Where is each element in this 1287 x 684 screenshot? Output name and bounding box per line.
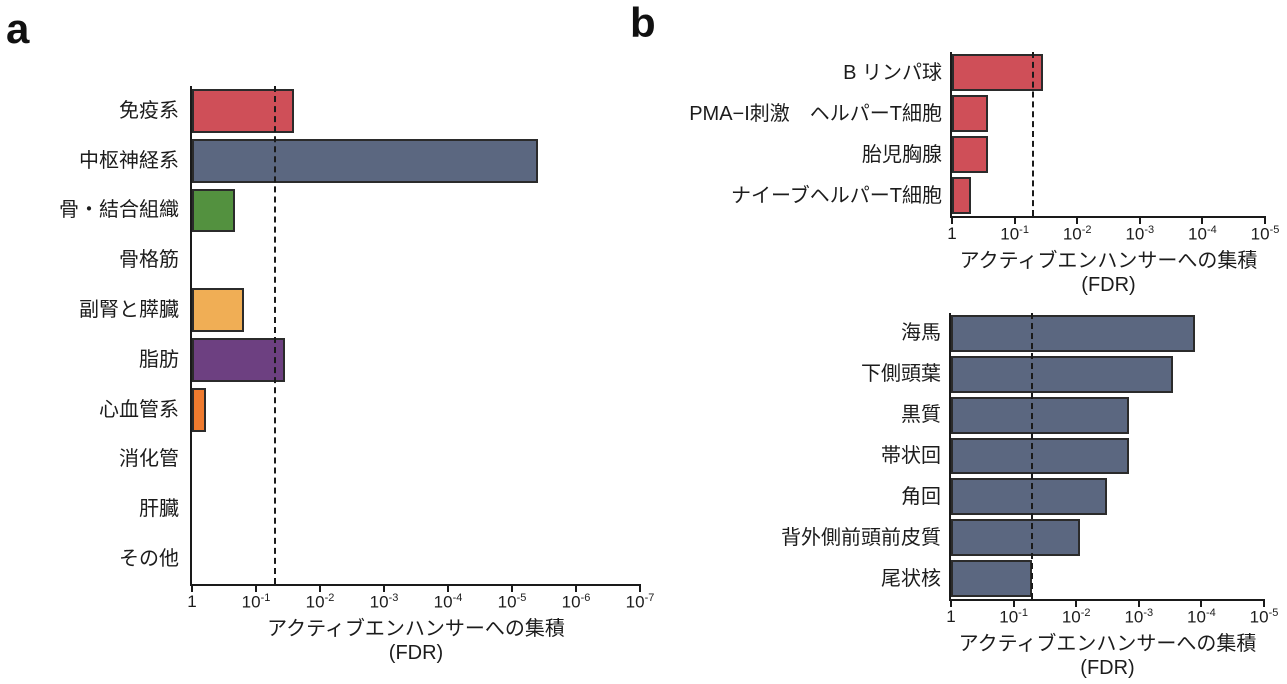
category-label: 胎児胸腺 xyxy=(862,143,942,166)
x-axis-title-line1: アクティブエンハンサーへの集積 xyxy=(958,633,1257,655)
bar-5 xyxy=(192,338,285,382)
category-label: 帯状回 xyxy=(881,444,941,467)
x-axis-tick xyxy=(255,584,257,592)
bar-4 xyxy=(951,478,1107,516)
category-label: B リンパ球 xyxy=(843,61,942,84)
x-axis-tick xyxy=(1263,599,1265,607)
bar-0 xyxy=(192,89,295,133)
x-axis-tick xyxy=(639,584,641,592)
x-axis-tick-label: 10-2 xyxy=(1062,224,1092,244)
panel-a-tissue-enrichment-chart: 免疫系中枢神経系骨・結合組織骨格筋副腎と膵臓脂肪心血管系消化管肝臓その他 1 10-… xyxy=(59,86,654,664)
x-axis-tick-label: 10-2 xyxy=(305,592,335,612)
x-axis-tick-label: 10-2 xyxy=(1061,607,1091,627)
category-label: 骨・結合組織 xyxy=(59,199,179,222)
x-axis-tick-label: 10-5 xyxy=(497,592,527,612)
x-axis-tick-label: 10-5 xyxy=(1249,607,1279,627)
x-axis-tick-label: 1 xyxy=(946,607,956,626)
x-axis-tick xyxy=(1200,599,1203,607)
category-label: 黒質 xyxy=(901,404,941,427)
x-axis-tick xyxy=(1013,216,1016,224)
x-axis-title: アクティブエンハンサーへの集積 (FDR) xyxy=(192,617,640,665)
bar-6 xyxy=(951,560,1033,597)
x-axis-title-line1: アクティブエンハンサーへの集積 xyxy=(959,250,1258,272)
x-axis-tick-label: 10-5 xyxy=(1250,224,1280,244)
category-label: 肝臓 xyxy=(139,498,179,521)
category-label: その他 xyxy=(119,548,179,571)
x-axis-tick-label: 10-4 xyxy=(1187,607,1216,627)
x-axis-tick-label: 10-1 xyxy=(999,607,1028,627)
bar-1 xyxy=(951,355,1174,393)
x-axis-tick-label: 1 xyxy=(187,592,197,611)
category-label: 海馬 xyxy=(901,322,941,345)
category-label: 骨格筋 xyxy=(119,249,179,272)
bar-4 xyxy=(192,288,244,332)
x-axis-tick xyxy=(1012,599,1015,607)
significance-threshold-line xyxy=(1032,52,1035,216)
x-axis-tick xyxy=(1264,216,1266,224)
x-axis-tick xyxy=(1201,216,1204,224)
x-axis-title: アクティブエンハンサーへの集積 (FDR) xyxy=(951,632,1264,680)
category-label: 下側頭葉 xyxy=(861,363,941,386)
x-axis-tick xyxy=(1076,216,1079,224)
x-axis-title-line1: アクティブエンハンサーへの集積 xyxy=(267,618,565,640)
x-axis-tick xyxy=(950,599,952,607)
bar-5 xyxy=(951,519,1080,557)
significance-threshold-line xyxy=(1031,313,1034,599)
panel-a-label: a xyxy=(6,5,30,52)
bar-2 xyxy=(192,188,235,233)
category-label: 中枢神経系 xyxy=(79,149,179,172)
x-axis-tick-label: 10-1 xyxy=(241,592,271,612)
category-label: 副腎と膵臓 xyxy=(79,299,179,322)
x-axis-tick xyxy=(575,584,577,592)
bar-3 xyxy=(951,437,1130,475)
category-label: ナイーブヘルパーT細胞 xyxy=(730,184,942,207)
x-axis-tick-label: 10-6 xyxy=(561,592,591,612)
bar-0 xyxy=(952,54,1044,91)
bar-0 xyxy=(951,315,1195,352)
significance-threshold-line xyxy=(274,86,277,584)
x-axis-title-line2: (FDR) xyxy=(388,642,444,664)
category-label: 免疫系 xyxy=(119,99,179,122)
x-axis-tick xyxy=(511,584,513,592)
x-axis-title-line2: (FDR) xyxy=(1081,274,1136,296)
x-axis-tick xyxy=(447,584,449,592)
x-axis-tick xyxy=(191,584,193,592)
bar-3 xyxy=(952,177,971,214)
category-label: PMA−I刺激 ヘルパーT細胞 xyxy=(689,102,942,125)
category-label: 尾状核 xyxy=(881,567,941,590)
x-axis-title: アクティブエンハンサーへの集積 (FDR) xyxy=(952,249,1265,297)
bar-1 xyxy=(952,95,988,132)
x-axis-tick xyxy=(951,216,953,224)
x-axis-tick xyxy=(1137,599,1140,607)
panel-b-brain-region-enrichment-chart: 海馬下側頭葉黒質帯状回角回背外側前頭前皮質尾状核 1 10-1 10-2 10-3 10-… xyxy=(781,313,1278,679)
bar-1 xyxy=(192,138,538,183)
bar-2 xyxy=(952,136,988,173)
x-axis-tick-label: 10-3 xyxy=(369,592,399,612)
x-axis-tick xyxy=(319,584,321,592)
x-axis-tick-label: 10-3 xyxy=(1124,607,1154,627)
panel-b-immune-cell-enrichment-chart: B リンパ球 PMA−I刺激 ヘルパーT細胞胎児胸腺ナイーブヘルパーT細胞 1 10-… xyxy=(689,52,1279,296)
category-label: 背外側前頭前皮質 xyxy=(781,526,941,549)
x-axis-tick-label: 10-3 xyxy=(1125,224,1155,244)
x-axis-tick-label: 10-4 xyxy=(1188,224,1217,244)
x-axis-tick-label: 1 xyxy=(947,224,957,243)
panel-b-label: b xyxy=(630,0,656,46)
category-label: 脂肪 xyxy=(139,348,179,371)
x-axis-tick-label: 10-1 xyxy=(1000,224,1029,244)
x-axis-tick-label: 10-7 xyxy=(625,592,655,612)
x-axis-tick xyxy=(383,584,385,592)
x-axis-tick-label: 10-4 xyxy=(433,592,463,612)
category-label: 心血管系 xyxy=(99,398,179,421)
x-axis-tick xyxy=(1075,599,1078,607)
x-axis-title-line2: (FDR) xyxy=(1080,657,1135,679)
bar-2 xyxy=(951,396,1130,434)
category-label: 角回 xyxy=(901,485,941,508)
category-label: 消化管 xyxy=(119,448,179,471)
x-axis-tick xyxy=(1138,216,1141,224)
bar-6 xyxy=(192,387,207,432)
